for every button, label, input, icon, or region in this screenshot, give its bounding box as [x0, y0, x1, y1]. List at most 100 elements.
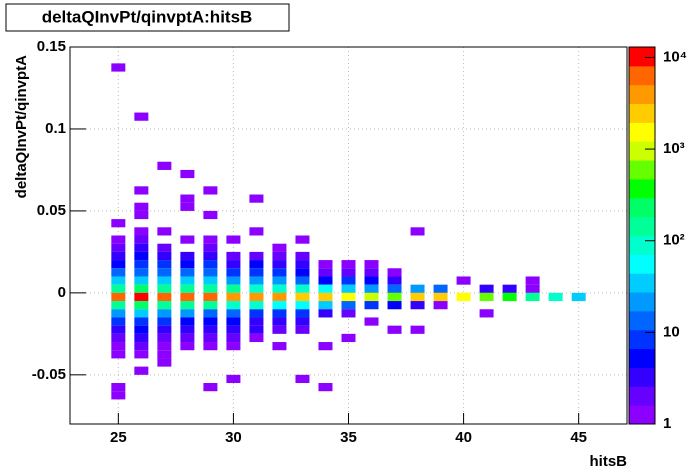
heatmap-cell [157, 243, 172, 252]
heatmap-cell [272, 317, 287, 326]
heatmap-cell [387, 284, 402, 293]
heatmap-cell [295, 374, 310, 384]
z-tick-label: 10 [663, 323, 680, 340]
heatmap-cell [387, 276, 402, 285]
heatmap-cell [111, 317, 126, 326]
heatmap-cell [203, 333, 218, 343]
heatmap-cell [180, 342, 195, 351]
heatmap-cell [525, 284, 540, 293]
heatmap-cell [318, 301, 333, 310]
heatmap-cell [318, 276, 333, 285]
heatmap-cell [249, 251, 264, 261]
heatmap-cell [226, 235, 241, 244]
heatmap-cell [134, 309, 149, 318]
heatmap-cell [157, 268, 172, 277]
heatmap-cell [272, 301, 287, 310]
heatmap-cell [341, 276, 356, 285]
heatmap-cell [134, 235, 149, 244]
heatmap-cell [364, 260, 379, 269]
heatmap-cell [226, 260, 241, 269]
heatmap-cell [249, 301, 264, 310]
colorbar-band [629, 84, 655, 105]
heatmap-cell [456, 276, 471, 285]
heatmap-cell [272, 309, 287, 318]
heatmap-cell [111, 63, 126, 72]
heatmap-cell [479, 309, 494, 318]
x-tick-label: 35 [340, 429, 357, 446]
x-tick-label: 30 [225, 429, 242, 446]
heatmap-cell [295, 235, 310, 244]
heatmap-cell [157, 161, 172, 170]
heatmap-cell [157, 292, 172, 302]
heatmap-cell [272, 268, 287, 277]
z-tick-label: 10³ [663, 140, 685, 157]
heatmap-cell [272, 292, 287, 302]
heatmap-cell [295, 301, 310, 310]
heatmap-cell [295, 276, 310, 285]
heatmap-cell [226, 292, 241, 302]
y-tick-label: 0 [58, 284, 66, 301]
heatmap-cell [134, 251, 149, 261]
heatmap-cell [364, 276, 379, 285]
heatmap-cell [295, 317, 310, 326]
heatmap-cell [502, 284, 517, 293]
colorbar-band [629, 273, 655, 293]
heatmap-cell [180, 268, 195, 277]
heatmap-cell [226, 251, 241, 261]
heatmap-cell [410, 284, 425, 293]
heatmap-cell [318, 260, 333, 269]
y-tick-label: -0.05 [32, 366, 66, 383]
heatmap-cell [203, 383, 218, 392]
colorbar-band [629, 348, 655, 368]
heatmap-cell [134, 243, 149, 252]
heatmap-cell [203, 268, 218, 277]
heatmap-cell [226, 268, 241, 277]
heatmap-cell [410, 227, 425, 236]
heatmap-cell [387, 325, 402, 334]
colorbar-band [629, 122, 655, 142]
heatmap-cell [203, 235, 218, 244]
heatmap-cell [364, 268, 379, 277]
heatmap-cell [226, 284, 241, 293]
heatmap-cell [111, 260, 126, 269]
heatmap-cell [318, 284, 333, 293]
heatmap-cell [134, 333, 149, 343]
colorbar-band [629, 216, 655, 236]
heatmap-cell [134, 260, 149, 269]
heatmap-cell [203, 276, 218, 285]
heatmap-cell [249, 268, 264, 277]
heatmap-cell [203, 251, 218, 261]
heatmap-cell [433, 301, 448, 310]
heatmap-cell [364, 292, 379, 302]
heatmap-cell [410, 325, 425, 334]
heatmap-cell [226, 301, 241, 310]
heatmap-cell [134, 292, 149, 302]
heatmap-cell [111, 301, 126, 310]
heatmap-cell [180, 309, 195, 318]
colorbar-band [629, 103, 655, 123]
heatmap-cell [134, 317, 149, 326]
heatmap-cell [203, 325, 218, 334]
heatmap-cell [272, 243, 287, 252]
heatmap-cell [134, 210, 149, 220]
heatmap-cell [111, 268, 126, 277]
heatmap-cell [134, 350, 149, 359]
heatmap-cell [249, 333, 264, 343]
heatmap-cell [433, 292, 448, 302]
colorbar-band [629, 254, 655, 274]
heatmap-cell [387, 292, 402, 302]
heatmap-cell [111, 292, 126, 302]
heatmap-cell [180, 317, 195, 326]
heatmap-cell [111, 391, 126, 400]
heatmap-cell [295, 325, 310, 334]
heatmap-cell [318, 383, 333, 392]
heatmap-cell [134, 325, 149, 334]
heatmap-cell [341, 333, 356, 343]
y-tick-label: 0.05 [37, 202, 66, 219]
colorbar-band [629, 65, 655, 86]
heatmap-cell [226, 309, 241, 318]
heatmap-cell [272, 325, 287, 334]
heatmap-cell [134, 301, 149, 310]
y-tick-label: 0.1 [45, 120, 66, 137]
